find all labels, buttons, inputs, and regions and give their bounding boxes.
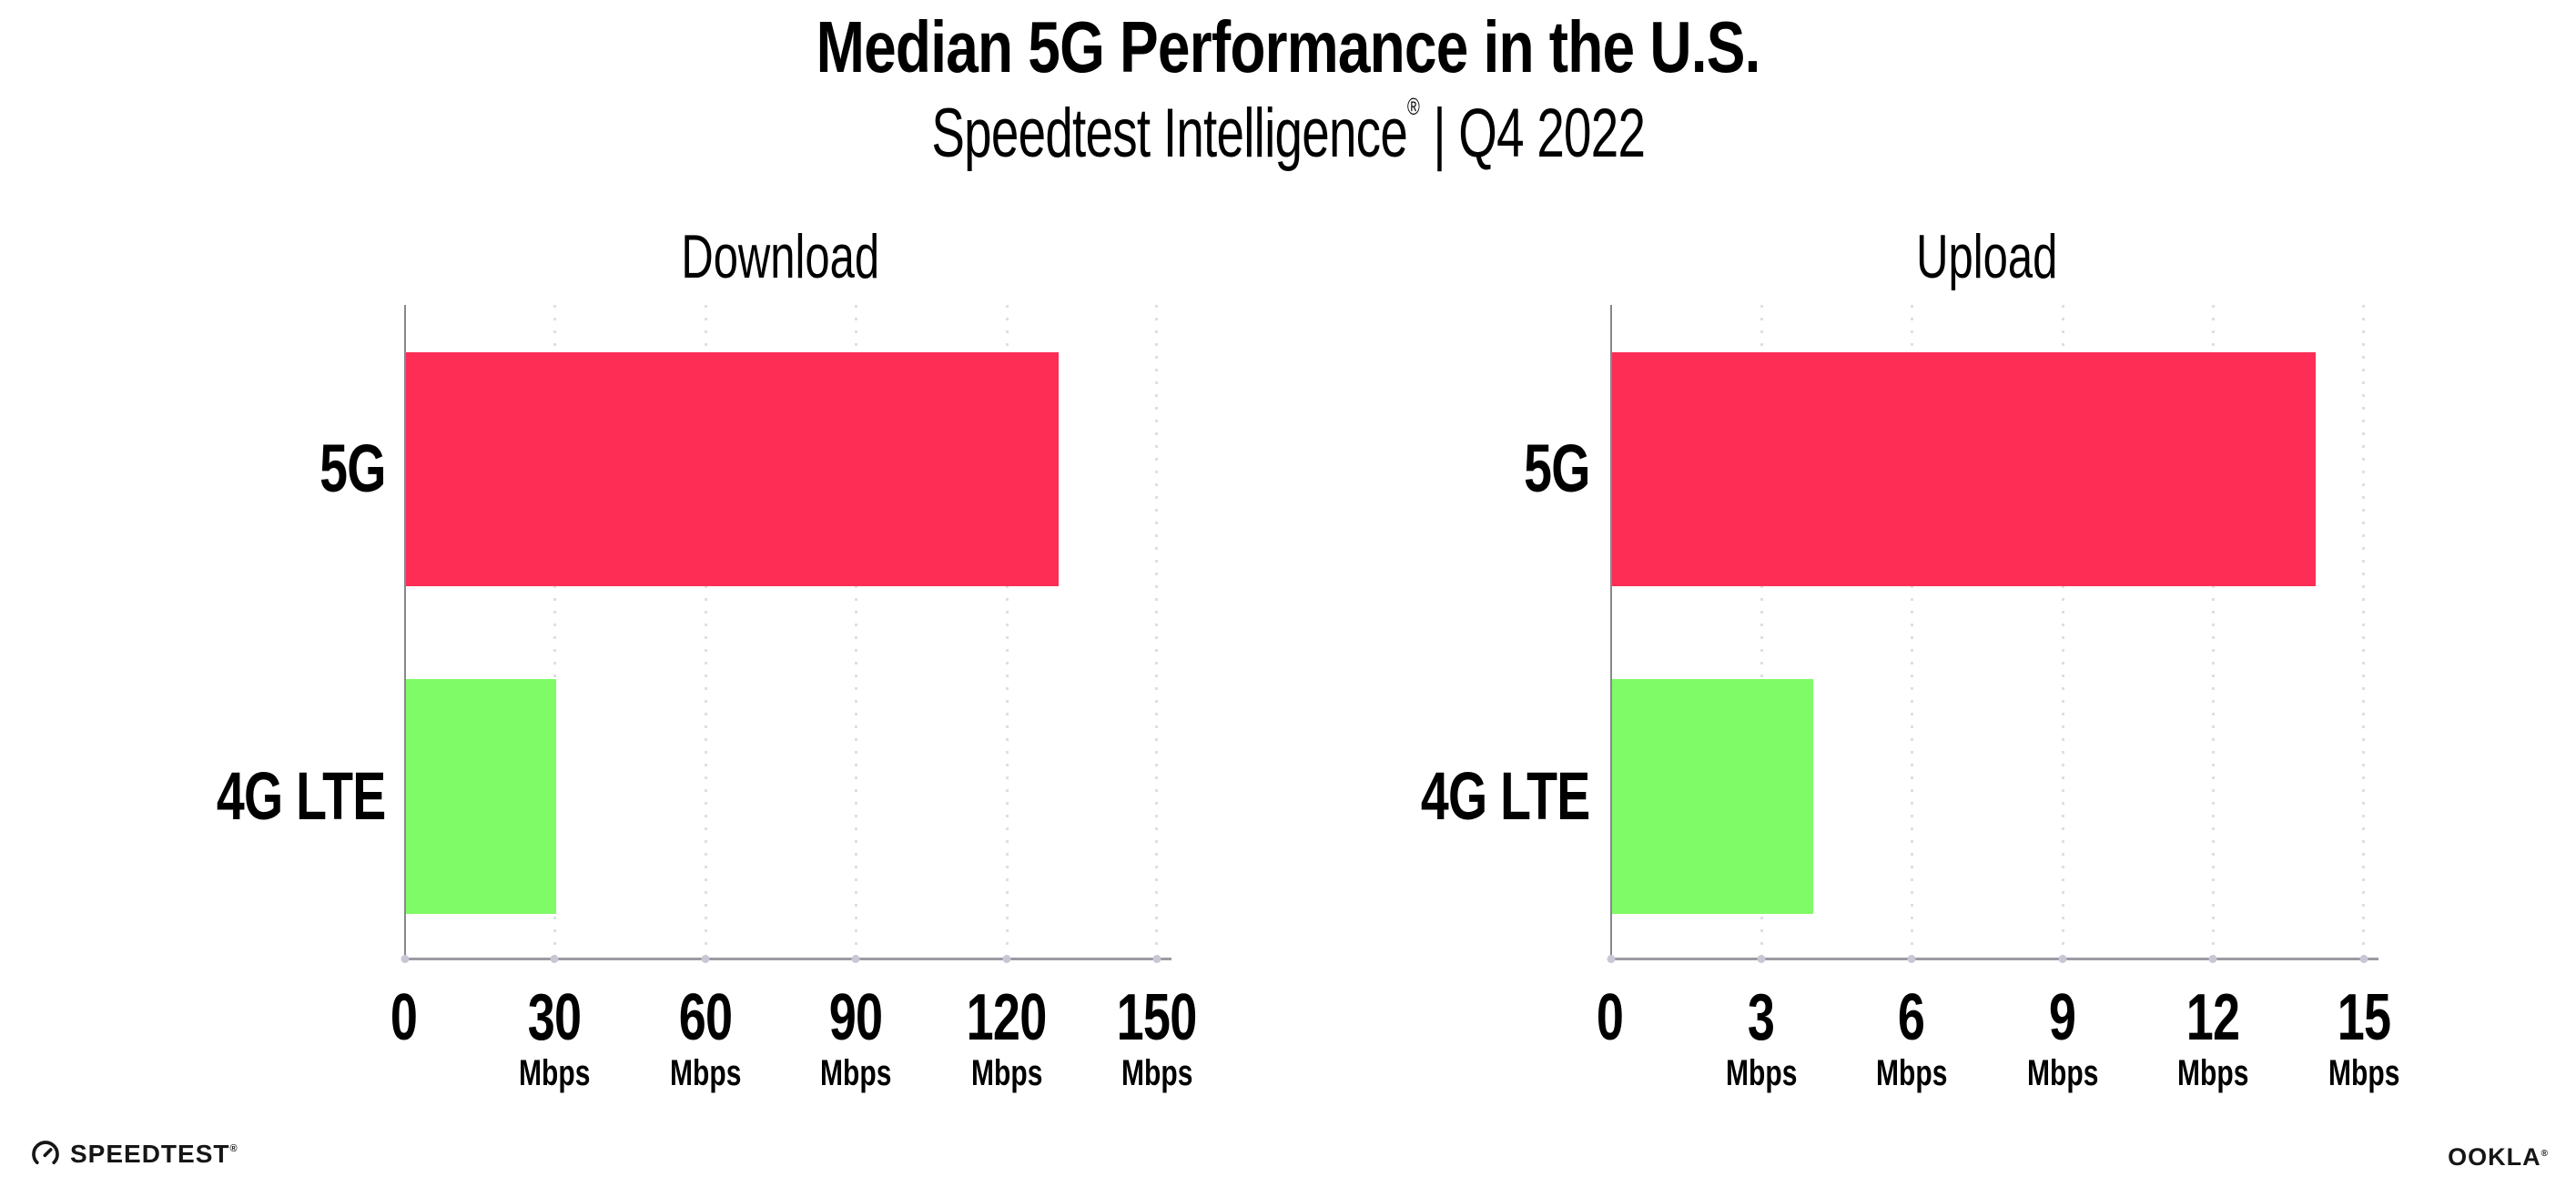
download-chart-title: Download <box>681 222 880 291</box>
y-axis-line <box>1610 305 1612 958</box>
gridline <box>2212 305 2216 958</box>
subtitle-brand: Speedtest Intelligence <box>931 95 1407 172</box>
speedtest-wordmark: SPEEDTEST® <box>70 1140 238 1168</box>
axis-tick-dot <box>2058 955 2067 963</box>
axis-tick-dot <box>1152 955 1161 963</box>
download-category-label-4g-lte: 4G LTE <box>217 758 386 834</box>
download-category-label-5g: 5G <box>319 431 386 506</box>
upload-tick-12: 12 Mbps <box>2176 981 2249 1093</box>
gridline <box>1760 305 1763 958</box>
registered-mark: ® <box>2541 1149 2549 1159</box>
speedtest-gauge-icon <box>31 1140 60 1169</box>
gridline <box>1005 305 1009 958</box>
download-tick-30: 30 Mbps <box>518 981 591 1093</box>
axis-tick-dot <box>1757 955 1766 963</box>
gridline <box>553 305 557 958</box>
axis-tick-dot <box>2208 955 2217 963</box>
axis-tick-dot <box>701 955 710 963</box>
gridline <box>2061 305 2064 958</box>
axis-tick-dot <box>401 955 410 963</box>
ookla-wordmark: OOKLA <box>2448 1143 2541 1171</box>
upload-tick-6: 6 Mbps <box>1875 981 1948 1093</box>
subtitle-period: | Q4 2022 <box>1433 95 1646 172</box>
bar-4g-lte-upload <box>1612 679 1813 914</box>
download-plot-area <box>401 305 1171 963</box>
y-axis-line <box>404 305 406 958</box>
download-tick-0: 0 <box>390 981 418 1054</box>
bar-4g-lte-download <box>406 679 557 914</box>
registered-mark: ® <box>1406 93 1420 120</box>
upload-tick-0: 0 <box>1597 981 1624 1054</box>
gridline <box>2362 305 2365 958</box>
download-tick-90: 90 Mbps <box>819 981 892 1093</box>
bar-5g-upload <box>1612 352 2316 586</box>
gridline <box>855 305 858 958</box>
axis-tick-dot <box>851 955 860 963</box>
registered-mark: ® <box>229 1143 238 1154</box>
axis-tick-dot <box>2359 955 2368 963</box>
axis-tick-dot <box>1607 955 1616 963</box>
download-tick-150: 150 Mbps <box>1117 981 1198 1093</box>
page-subtitle: Speedtest Intelligence® | Q4 2022 <box>0 95 2576 168</box>
upload-tick-3: 3 Mbps <box>1725 981 1798 1093</box>
upload-category-label-5g: 5G <box>1524 431 1590 506</box>
x-axis-line <box>404 958 1171 960</box>
ookla-logo: OOKLA® <box>2448 1145 2549 1170</box>
gridline <box>704 305 707 958</box>
upload-tick-9: 9 Mbps <box>2026 981 2099 1093</box>
axis-tick-dot <box>1002 955 1011 963</box>
download-tick-120: 120 Mbps <box>967 981 1048 1093</box>
bar-5g-download <box>406 352 1059 586</box>
upload-chart-title: Upload <box>1916 222 2058 291</box>
gridline <box>1155 305 1158 958</box>
x-axis-line <box>1610 958 2378 960</box>
upload-plot-area <box>1607 305 2378 963</box>
upload-tick-15: 15 Mbps <box>2328 981 2400 1093</box>
download-tick-60: 60 Mbps <box>669 981 742 1093</box>
page-title: Median 5G Performance in the U.S. <box>816 6 1761 87</box>
gridline <box>1911 305 1914 958</box>
axis-tick-dot <box>1907 955 1916 963</box>
upload-category-label-4g-lte: 4G LTE <box>1421 758 1590 834</box>
axis-tick-dot <box>550 955 559 963</box>
speedtest-logo: SPEEDTEST® <box>31 1140 238 1169</box>
